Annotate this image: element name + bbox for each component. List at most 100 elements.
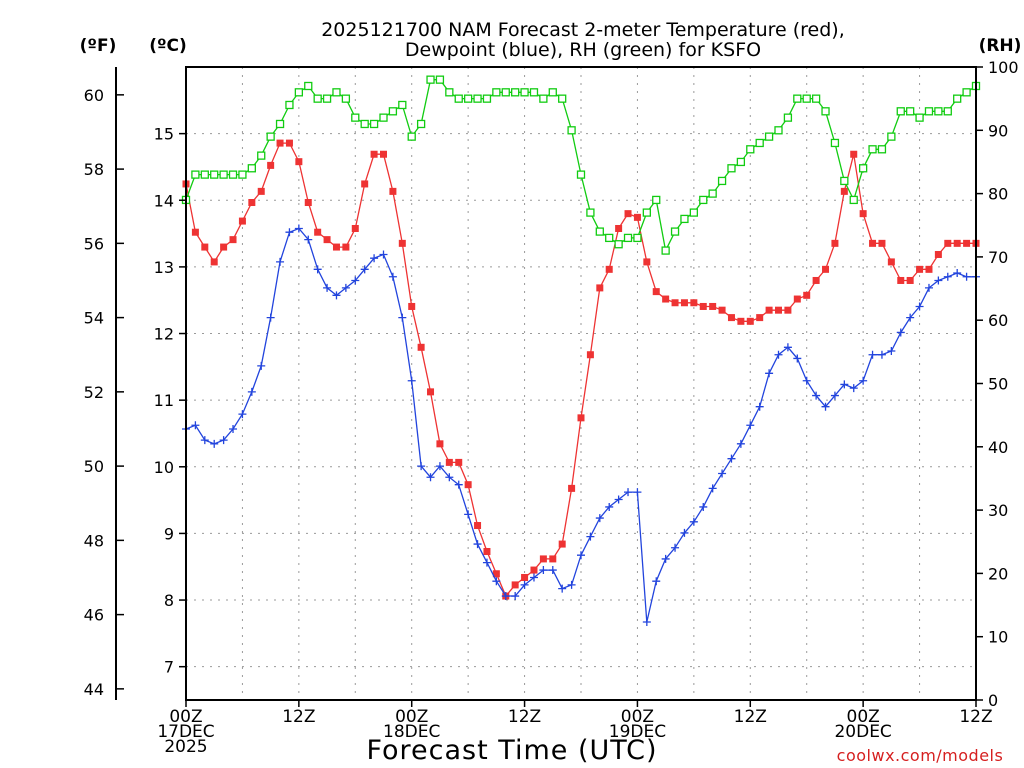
- rh-point: [830, 138, 840, 148]
- rh-point: [793, 94, 802, 103]
- temperature-point: [963, 239, 971, 247]
- rh-point: [426, 75, 435, 84]
- temperature-point: [737, 317, 745, 325]
- f-tick-label: 60: [84, 86, 104, 105]
- rh-point: [200, 170, 209, 179]
- grid-lines: [186, 67, 976, 700]
- rh-point: [633, 233, 642, 243]
- dewpoint-point: [821, 402, 830, 411]
- unit-label-fahrenheit: (ºF): [80, 36, 117, 56]
- dewpoint-point: [605, 502, 614, 511]
- temperature-point: [944, 239, 952, 247]
- rh-point: [962, 88, 971, 97]
- dewpoint-point: [332, 291, 341, 300]
- temperature-point: [276, 139, 284, 147]
- dewpoint-point: [783, 343, 792, 352]
- rh-point: [821, 107, 830, 116]
- rh-point: [755, 138, 764, 148]
- dewpoint-point: [379, 250, 388, 259]
- rh-point: [746, 145, 755, 154]
- temperature-point: [775, 306, 782, 314]
- dewpoint-point: [765, 369, 774, 378]
- dewpoint-point: [840, 380, 849, 389]
- rh-tick-label: 0: [988, 691, 998, 710]
- rh-point: [661, 246, 670, 255]
- rh-tick-label: 80: [988, 185, 1008, 204]
- dewpoint-point: [229, 424, 238, 433]
- rh-point: [482, 94, 492, 103]
- rh-point: [934, 107, 943, 116]
- dewpoint-point: [718, 469, 727, 478]
- rh-point: [614, 240, 623, 249]
- rh-point: [906, 107, 915, 116]
- temperature-point: [624, 210, 632, 218]
- dewpoint-point: [906, 313, 915, 322]
- temperature-point: [718, 306, 726, 314]
- temperature-point: [511, 581, 519, 589]
- rh-point: [924, 107, 934, 116]
- temperature-point: [633, 213, 641, 221]
- temperature-point: [558, 540, 566, 548]
- temperature-point: [586, 351, 594, 359]
- dewpoint-point: [642, 618, 651, 627]
- temperature-point: [765, 306, 773, 314]
- dewpoint-point: [624, 488, 633, 497]
- temperature-point: [906, 276, 914, 284]
- rh-point: [717, 176, 727, 186]
- rh-point: [416, 119, 426, 129]
- x-tick-label: 20DEC: [834, 722, 891, 742]
- temperature-point: [314, 228, 322, 236]
- dewpoint-point: [774, 350, 783, 359]
- f-tick-label: 52: [84, 383, 104, 402]
- dewpoint-point: [351, 276, 360, 285]
- temperature-point: [427, 388, 435, 396]
- rh-point: [294, 88, 304, 97]
- temperature-point: [680, 299, 688, 307]
- rh-point: [351, 113, 360, 122]
- rh-point: [642, 208, 651, 217]
- dewpoint-point: [398, 313, 407, 322]
- dewpoint-point: [953, 269, 962, 278]
- dewpoint-point: [887, 347, 896, 356]
- dewpoint-point: [191, 421, 200, 430]
- rh-point: [304, 81, 313, 91]
- temperature-point: [784, 306, 792, 314]
- temperature-point: [483, 547, 491, 555]
- rh-point: [191, 170, 200, 179]
- rh-point: [445, 88, 454, 97]
- temperature-point: [398, 239, 406, 247]
- dewpoint-point: [727, 454, 736, 463]
- rh-point: [774, 126, 783, 135]
- dewpoint-point: [924, 283, 933, 292]
- dewpoint-point: [558, 584, 567, 593]
- temperature-point: [746, 317, 754, 325]
- rh-point: [379, 113, 388, 122]
- temperature-point: [605, 265, 613, 273]
- rh-tick-label: 90: [988, 121, 1008, 140]
- rh-point: [322, 94, 332, 103]
- dewpoint-point: [567, 580, 576, 589]
- dewpoint-point: [426, 473, 435, 482]
- dewpoint-point: [812, 391, 821, 400]
- series-temperature: [182, 139, 980, 600]
- temperature-point: [887, 258, 895, 266]
- temperature-point: [361, 180, 369, 188]
- rh-point: [473, 94, 482, 103]
- temperature-point: [342, 243, 350, 251]
- series-dewpoint: [182, 224, 980, 627]
- x-tick-label: 00Z: [847, 707, 880, 727]
- rh-point: [266, 132, 275, 141]
- temperature-point: [859, 210, 867, 218]
- dewpoint-point: [755, 402, 764, 411]
- rh-point: [887, 132, 896, 141]
- f-tick-label: 46: [84, 606, 104, 625]
- temperature-point: [323, 236, 331, 244]
- temperature-point: [389, 187, 397, 195]
- rh-point: [576, 170, 586, 179]
- rh-tick-label: 40: [988, 438, 1008, 457]
- temperature-point: [191, 228, 199, 236]
- temperature-point: [568, 484, 576, 492]
- unit-label-rh: (RH): [979, 36, 1022, 56]
- rh-tick-label: 10: [988, 628, 1008, 647]
- dewpoint-point: [417, 462, 426, 471]
